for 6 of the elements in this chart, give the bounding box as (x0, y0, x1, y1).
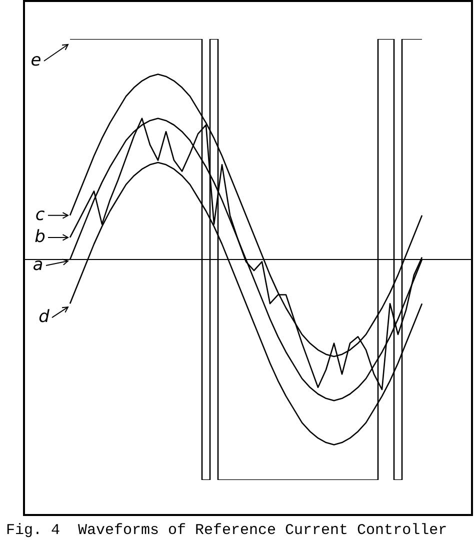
legend-label: d (38, 307, 50, 328)
legend-label: c (35, 204, 46, 225)
caption: Fig. 4 Waveforms of Reference Current Controller (6, 522, 448, 539)
legend-label: b (34, 226, 46, 247)
legend-label: a (32, 254, 44, 275)
legend-label: e (30, 50, 42, 70)
